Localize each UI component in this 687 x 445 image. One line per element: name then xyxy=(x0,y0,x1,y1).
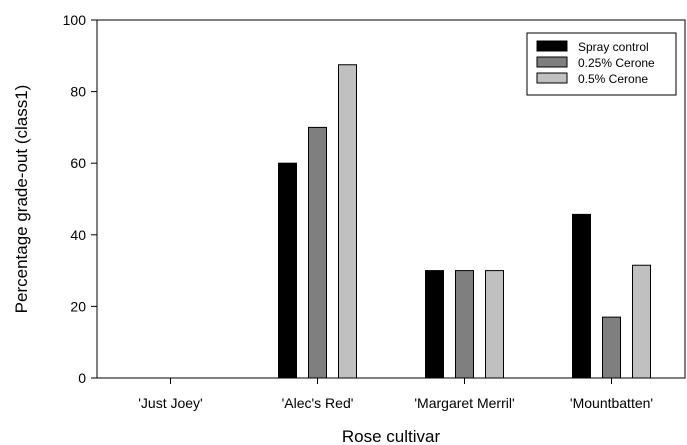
bar-0-5-cerone xyxy=(632,264,651,379)
y-tick-label: 0 xyxy=(78,370,86,386)
bar-spray-control xyxy=(572,213,591,379)
bar-0-5-cerone xyxy=(485,270,504,379)
bar-spray-control xyxy=(425,270,444,379)
legend-swatch xyxy=(536,56,568,68)
y-tick-label: 100 xyxy=(63,12,87,28)
x-axis-ticks: 'Just Joey' 'Alec's Red' 'Margaret Merril'… xyxy=(138,378,653,411)
x-tick-label: 'Just Joey' xyxy=(138,395,202,411)
plot-area-frame xyxy=(96,19,686,379)
y-axis-title: Percentage grade-out (class1) xyxy=(12,85,31,314)
y-axis-ticks: 0 20 40 60 80 100 xyxy=(63,12,97,386)
bar-0-25-cerone xyxy=(308,126,327,379)
legend: Spray control 0.25% Cerone 0.5% Cerone xyxy=(526,32,677,96)
y-tick-label: 40 xyxy=(70,227,86,243)
x-tick-label: 'Alec's Red' xyxy=(282,395,354,411)
bar-0-25-cerone xyxy=(455,270,474,379)
bar-0-25-cerone xyxy=(602,316,621,379)
x-tick-label: 'Margaret Merril' xyxy=(414,395,514,411)
y-tick-label: 60 xyxy=(70,155,86,171)
x-tick-label: 'Mountbatten' xyxy=(570,395,653,411)
legend-label: 0.25% Cerone xyxy=(578,56,655,70)
bar-spray-control xyxy=(278,162,297,379)
y-tick-label: 20 xyxy=(70,298,86,314)
legend-swatch xyxy=(536,40,568,52)
x-axis-title: Rose cultivar xyxy=(342,427,441,445)
bar-group xyxy=(278,64,651,379)
y-tick-label: 80 xyxy=(70,84,86,100)
legend-label: 0.5% Cerone xyxy=(578,72,648,86)
legend-label: Spray control xyxy=(578,40,649,54)
bar-0-5-cerone xyxy=(338,64,357,379)
legend-swatch xyxy=(536,72,568,84)
